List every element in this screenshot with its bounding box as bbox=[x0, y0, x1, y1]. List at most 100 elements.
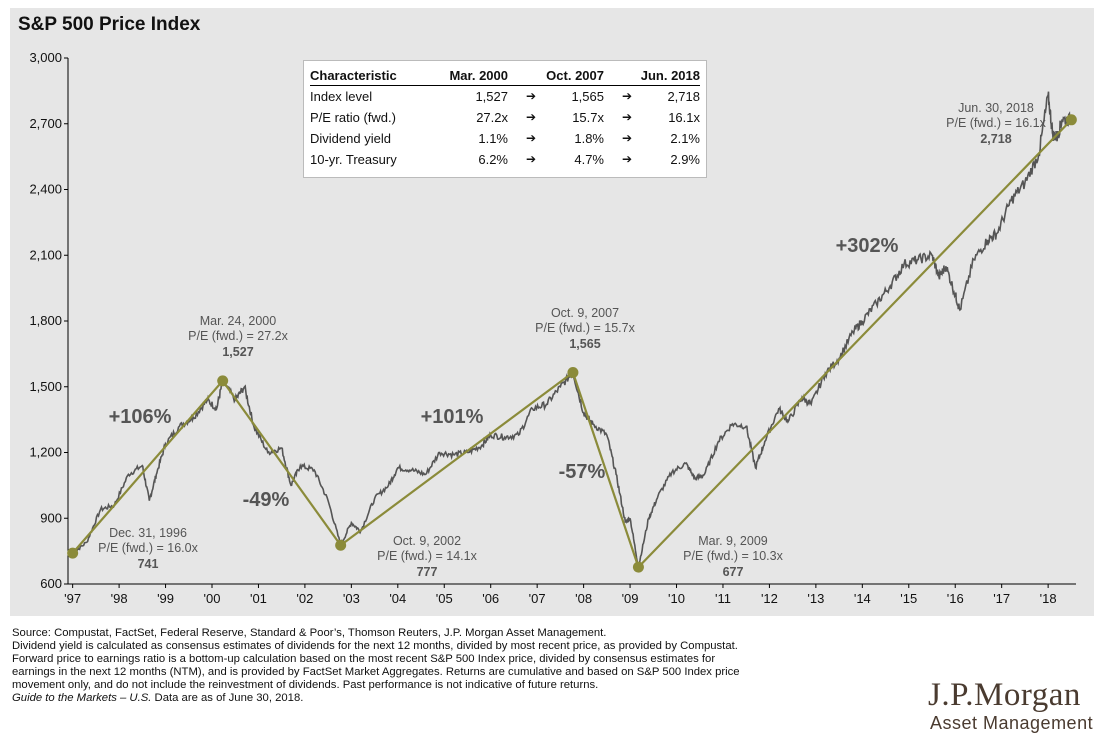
x-tick-label: '08 bbox=[575, 591, 592, 606]
point-marker bbox=[1065, 114, 1077, 126]
return-label: -57% bbox=[559, 461, 606, 483]
price-series bbox=[72, 91, 1073, 568]
x-tick-label: '18 bbox=[1040, 591, 1057, 606]
table-row: Index level 1,527 ➔ 1,565 ➔ 2,718 bbox=[310, 86, 700, 108]
point-label-pe: P/E (fwd.) = 27.2x bbox=[188, 329, 288, 343]
table-row: Dividend yield 1.1% ➔ 1.8% ➔ 2.1% bbox=[310, 128, 700, 149]
table-row: 10-yr. Treasury 6.2% ➔ 4.7% ➔ 2.9% bbox=[310, 149, 700, 170]
footnote-line: movement only, and do not include the re… bbox=[12, 679, 599, 691]
point-label-value: 777 bbox=[417, 565, 438, 579]
table-row: P/E ratio (fwd.) 27.2x ➔ 15.7x ➔ 16.1x bbox=[310, 107, 700, 128]
x-tick-label: '02 bbox=[296, 591, 313, 606]
logo-wordmark: J.P.Morgan bbox=[928, 677, 1081, 713]
x-tick-label: '03 bbox=[343, 591, 360, 606]
trend-segment bbox=[340, 371, 574, 547]
footnote-line: Forward price to earnings ratio is a bot… bbox=[12, 653, 716, 665]
table-cell: 6.2% bbox=[478, 152, 508, 167]
arrow-icon: ➔ bbox=[622, 152, 633, 166]
table-cell: ➔ 2.1% bbox=[622, 131, 700, 146]
point-label-value: 1,527 bbox=[222, 345, 253, 359]
arrow-icon: ➔ bbox=[526, 131, 537, 145]
x-tick-label: '14 bbox=[854, 591, 871, 606]
table-cell: 1,527 bbox=[475, 89, 508, 104]
x-tick-label: '05 bbox=[436, 591, 453, 606]
characteristics-table: Characteristic Mar. 2000 Oct. 2007 Jun. … bbox=[303, 60, 707, 178]
point-label-date: Jun. 30, 2018 bbox=[958, 101, 1034, 115]
point-label-value: 677 bbox=[723, 565, 744, 579]
point-label-pe: P/E (fwd.) = 15.7x bbox=[535, 321, 635, 335]
point-label-date: Mar. 9, 2009 bbox=[698, 534, 768, 548]
x-tick-label: '98 bbox=[111, 591, 128, 606]
trend-segment bbox=[571, 372, 640, 568]
x-tick-label: '00 bbox=[204, 591, 221, 606]
arrow-icon: ➔ bbox=[622, 131, 633, 145]
price-line bbox=[72, 91, 1073, 568]
point-label-pe: P/E (fwd.) = 14.1x bbox=[377, 549, 477, 563]
table-cell: P/E ratio (fwd.) bbox=[310, 110, 396, 125]
table-cell: 1.1% bbox=[478, 131, 508, 146]
table-cell: ➔ 1,565 bbox=[526, 89, 604, 104]
x-tick-label: '15 bbox=[900, 591, 917, 606]
table-cell: 27.2x bbox=[476, 110, 508, 125]
x-tick-label: '09 bbox=[622, 591, 639, 606]
y-tick-label: 900 bbox=[40, 510, 62, 525]
point-label-value: 2,718 bbox=[980, 132, 1011, 146]
footnote-line: Guide to the Markets – U.S. Data are as … bbox=[12, 692, 304, 704]
table-cell: ➔ 15.7x bbox=[526, 110, 604, 125]
arrow-icon: ➔ bbox=[526, 152, 537, 166]
return-label: +101% bbox=[421, 406, 484, 428]
point-label-value: 741 bbox=[138, 557, 159, 571]
x-tick-label: '97 bbox=[64, 591, 81, 606]
x-tick-label: '07 bbox=[529, 591, 546, 606]
x-tick-label: '11 bbox=[715, 591, 731, 606]
x-tick-label: '16 bbox=[947, 591, 964, 606]
table-header: Jun. 2018 bbox=[604, 66, 700, 86]
x-tick-label: '01 bbox=[250, 591, 267, 606]
chart-axes: 600 900 1,200 1,500 1,800 2,100 2,400 2,700 3,00… bbox=[29, 50, 1076, 606]
table-header: Mar. 2000 bbox=[428, 66, 508, 86]
return-label: +106% bbox=[109, 406, 172, 428]
trend-lines bbox=[67, 114, 1077, 573]
logo-subtitle: Asset Management bbox=[930, 713, 1094, 733]
point-marker bbox=[567, 367, 579, 379]
arrow-icon: ➔ bbox=[622, 110, 633, 124]
x-tick-label: '13 bbox=[807, 591, 824, 606]
return-label: -49% bbox=[243, 489, 290, 511]
point-marker bbox=[335, 539, 347, 551]
point-label-pe: P/E (fwd.) = 10.3x bbox=[683, 549, 783, 563]
chart-title: S&P 500 Price Index bbox=[18, 14, 201, 35]
point-label-date: Dec. 31, 1996 bbox=[109, 526, 187, 540]
y-tick-label: 2,100 bbox=[29, 247, 62, 262]
y-tick-label: 1,200 bbox=[29, 445, 62, 460]
x-tick-label: '06 bbox=[482, 591, 499, 606]
table-cell: Dividend yield bbox=[310, 131, 391, 146]
table-header: Oct. 2007 bbox=[508, 66, 604, 86]
y-tick-label: 1,800 bbox=[29, 313, 62, 328]
table-cell: ➔ 16.1x bbox=[622, 110, 700, 125]
arrow-icon: ➔ bbox=[526, 89, 537, 103]
y-tick-label: 2,400 bbox=[29, 182, 62, 197]
x-tick-label: '99 bbox=[157, 591, 174, 606]
table-cell: ➔ 4.7% bbox=[526, 152, 604, 167]
table-cell: Index level bbox=[310, 89, 373, 104]
y-tick-label: 600 bbox=[40, 576, 62, 591]
point-marker bbox=[632, 561, 644, 573]
point-marker bbox=[217, 375, 229, 387]
arrow-icon: ➔ bbox=[526, 110, 537, 124]
x-tick-label: '10 bbox=[668, 591, 685, 606]
point-label-date: Mar. 24, 2000 bbox=[200, 314, 276, 328]
footnotes: Source: Compustat, FactSet, Federal Rese… bbox=[12, 627, 912, 705]
y-tick-label: 1,500 bbox=[29, 379, 62, 394]
arrow-icon: ➔ bbox=[622, 89, 633, 103]
x-tick-label: '17 bbox=[993, 591, 1010, 606]
x-tick-label: '12 bbox=[761, 591, 778, 606]
point-marker bbox=[67, 547, 79, 559]
footnote-line: Source: Compustat, FactSet, Federal Rese… bbox=[12, 627, 607, 639]
point-label-pe: P/E (fwd.) = 16.0x bbox=[98, 541, 198, 555]
footnote-line: earnings in the next 12 months (NTM), an… bbox=[12, 666, 740, 678]
point-label-pe: P/E (fwd.) = 16.1x bbox=[946, 116, 1046, 130]
table-header-row: Characteristic Mar. 2000 Oct. 2007 Jun. … bbox=[310, 66, 700, 86]
table-cell: ➔ 2,718 bbox=[622, 89, 700, 104]
y-tick-label: 2,700 bbox=[29, 116, 62, 131]
